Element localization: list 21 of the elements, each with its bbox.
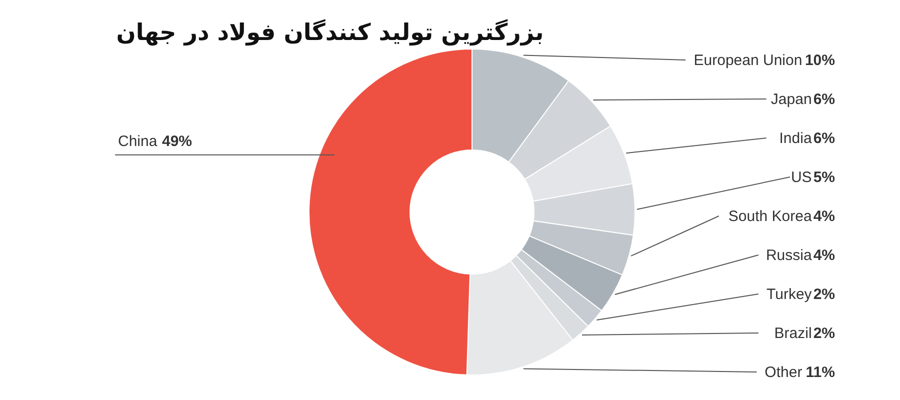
slice-label: Brazil [774, 325, 812, 342]
data-label: 6% [813, 91, 835, 108]
chart-title: بزرگترین تولید کنندگان فولاد در جهان [116, 19, 544, 46]
slice-label: US [790, 169, 812, 186]
data-label: 6% [813, 130, 835, 147]
data-label: 4% [813, 208, 835, 225]
data-label: 5% [813, 169, 835, 186]
slice-label: Turkey [766, 286, 812, 303]
data-label: 2% [813, 286, 835, 303]
slice-label: Other [764, 364, 802, 381]
slice-label: Russia [766, 247, 812, 264]
data-label: 4% [813, 247, 835, 264]
slice-label: South Korea [728, 208, 812, 225]
data-label: 49% [162, 132, 192, 150]
slice-label: Japan [770, 91, 812, 108]
data-label: 11% [806, 364, 835, 381]
slice-label: European Union [694, 52, 802, 69]
slice-label: China [118, 132, 158, 150]
data-label: 10% [804, 52, 835, 69]
slice-label: India [779, 130, 812, 147]
data-label: 2% [813, 325, 835, 342]
